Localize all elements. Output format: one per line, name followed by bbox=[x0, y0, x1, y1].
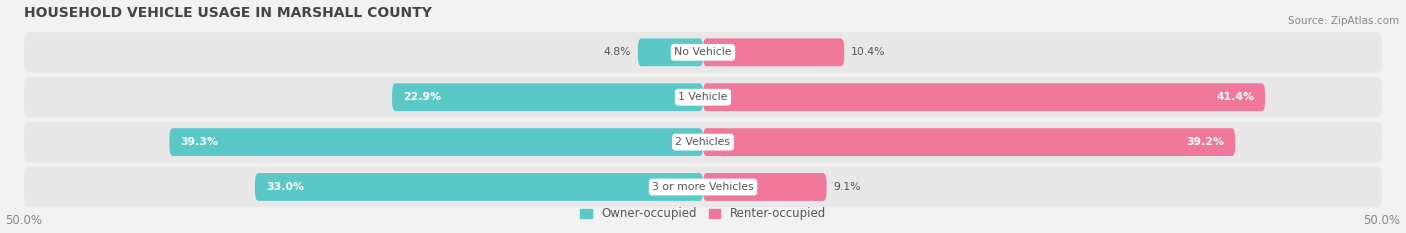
Text: 2 Vehicles: 2 Vehicles bbox=[675, 137, 731, 147]
FancyBboxPatch shape bbox=[169, 128, 703, 156]
Text: 9.1%: 9.1% bbox=[834, 182, 860, 192]
FancyBboxPatch shape bbox=[703, 173, 827, 201]
Text: 10.4%: 10.4% bbox=[851, 47, 886, 57]
Text: 22.9%: 22.9% bbox=[404, 92, 441, 102]
Legend: Owner-occupied, Renter-occupied: Owner-occupied, Renter-occupied bbox=[579, 207, 827, 220]
FancyBboxPatch shape bbox=[638, 38, 703, 66]
Text: Source: ZipAtlas.com: Source: ZipAtlas.com bbox=[1288, 16, 1399, 26]
FancyBboxPatch shape bbox=[703, 38, 844, 66]
Text: HOUSEHOLD VEHICLE USAGE IN MARSHALL COUNTY: HOUSEHOLD VEHICLE USAGE IN MARSHALL COUN… bbox=[24, 6, 432, 20]
FancyBboxPatch shape bbox=[24, 77, 1382, 117]
FancyBboxPatch shape bbox=[703, 128, 1236, 156]
FancyBboxPatch shape bbox=[392, 83, 703, 111]
Text: 4.8%: 4.8% bbox=[603, 47, 631, 57]
FancyBboxPatch shape bbox=[24, 32, 1382, 72]
Text: 39.2%: 39.2% bbox=[1187, 137, 1225, 147]
FancyBboxPatch shape bbox=[24, 167, 1382, 207]
Text: 1 Vehicle: 1 Vehicle bbox=[678, 92, 728, 102]
Text: 33.0%: 33.0% bbox=[266, 182, 304, 192]
Text: 39.3%: 39.3% bbox=[180, 137, 218, 147]
Text: 41.4%: 41.4% bbox=[1216, 92, 1254, 102]
Text: 3 or more Vehicles: 3 or more Vehicles bbox=[652, 182, 754, 192]
FancyBboxPatch shape bbox=[24, 122, 1382, 162]
FancyBboxPatch shape bbox=[703, 83, 1265, 111]
FancyBboxPatch shape bbox=[254, 173, 703, 201]
Text: No Vehicle: No Vehicle bbox=[675, 47, 731, 57]
